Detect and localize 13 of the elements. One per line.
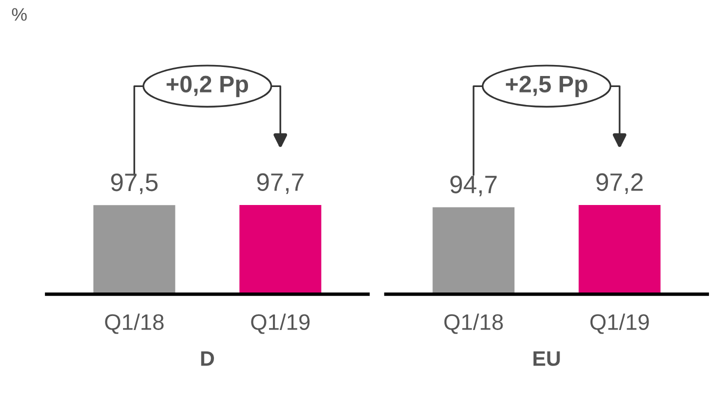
data-label: 97,2 [596, 173, 643, 194]
x-tick-label: Q1/19 [590, 314, 649, 334]
chart-title: % [12, 8, 27, 21]
x-tick-label: Q1/18 [105, 314, 164, 334]
text: +0,2 Pp [166, 76, 248, 98]
data-label: 97,7 [257, 173, 304, 194]
x-axis-title: D [201, 351, 214, 366]
data-label: 97,5 [111, 173, 158, 194]
text: +2,5 Pp [506, 76, 588, 98]
x-tick-label: Q1/18 [444, 314, 503, 334]
x-tick-label: Q1/19 [251, 314, 310, 334]
x-axis-title: EU [534, 351, 560, 366]
data-label: 94,7 [450, 176, 497, 196]
